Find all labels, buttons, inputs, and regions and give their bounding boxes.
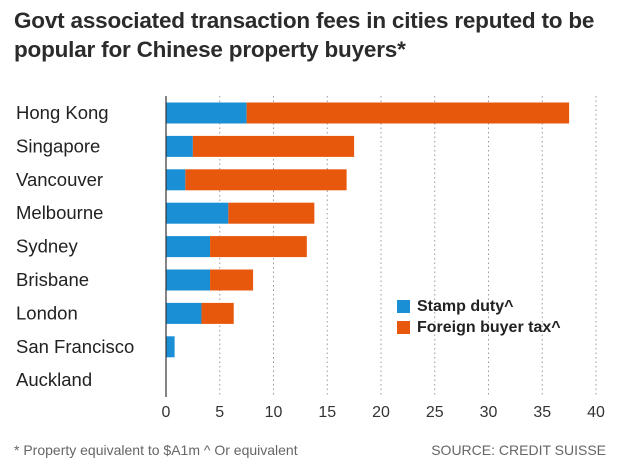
chart-footnote: * Property equivalent to $A1m ^ Or equiv…: [14, 442, 298, 458]
bar-stamp-duty: [166, 336, 175, 358]
chart-title: Govt associated transaction fees in citi…: [14, 8, 595, 62]
category-label: Brisbane: [16, 269, 89, 290]
legend-label: Stamp duty^: [417, 298, 513, 315]
category-label: Melbourne: [16, 202, 103, 223]
bar-stamp-duty: [166, 302, 202, 324]
chart-source: SOURCE: CREDIT SUISSE: [431, 442, 606, 458]
category-label: Hong Kong: [16, 102, 109, 123]
category-label: Singapore: [16, 135, 100, 156]
bar-foreign-buyer-tax: [185, 169, 347, 191]
legend-swatch: [397, 300, 410, 313]
bar-foreign-buyer-tax: [201, 302, 234, 324]
bar-foreign-buyer-tax: [246, 102, 570, 124]
bar-foreign-buyer-tax: [210, 236, 307, 258]
x-tick-label: 5: [215, 404, 224, 421]
x-tick-label: 20: [372, 404, 390, 421]
bar-stamp-duty: [166, 102, 247, 124]
x-tick-label: 30: [480, 404, 498, 421]
category-label: London: [16, 302, 78, 323]
bar-stamp-duty: [166, 135, 193, 157]
category-label: Auckland: [16, 369, 92, 390]
bar-stamp-duty: [166, 269, 211, 291]
bar-stamp-duty: [166, 202, 229, 224]
bar-foreign-buyer-tax: [228, 202, 315, 224]
bar-stamp-duty: [166, 236, 211, 258]
x-tick-label: 10: [265, 404, 283, 421]
x-tick-label: 25: [426, 404, 444, 421]
x-tick-label: 0: [162, 404, 171, 421]
bar-stamp-duty: [166, 169, 186, 191]
x-tick-label: 15: [318, 404, 336, 421]
category-label: Sydney: [16, 236, 78, 257]
legend-label: Foreign buyer tax^: [417, 319, 561, 336]
x-tick-label: 35: [533, 404, 551, 421]
legend-swatch: [397, 321, 410, 334]
bar-foreign-buyer-tax: [210, 269, 254, 291]
category-label: Vancouver: [16, 169, 103, 190]
category-label: San Francisco: [16, 336, 134, 357]
bar-foreign-buyer-tax: [192, 135, 355, 157]
x-tick-label: 40: [587, 404, 605, 421]
